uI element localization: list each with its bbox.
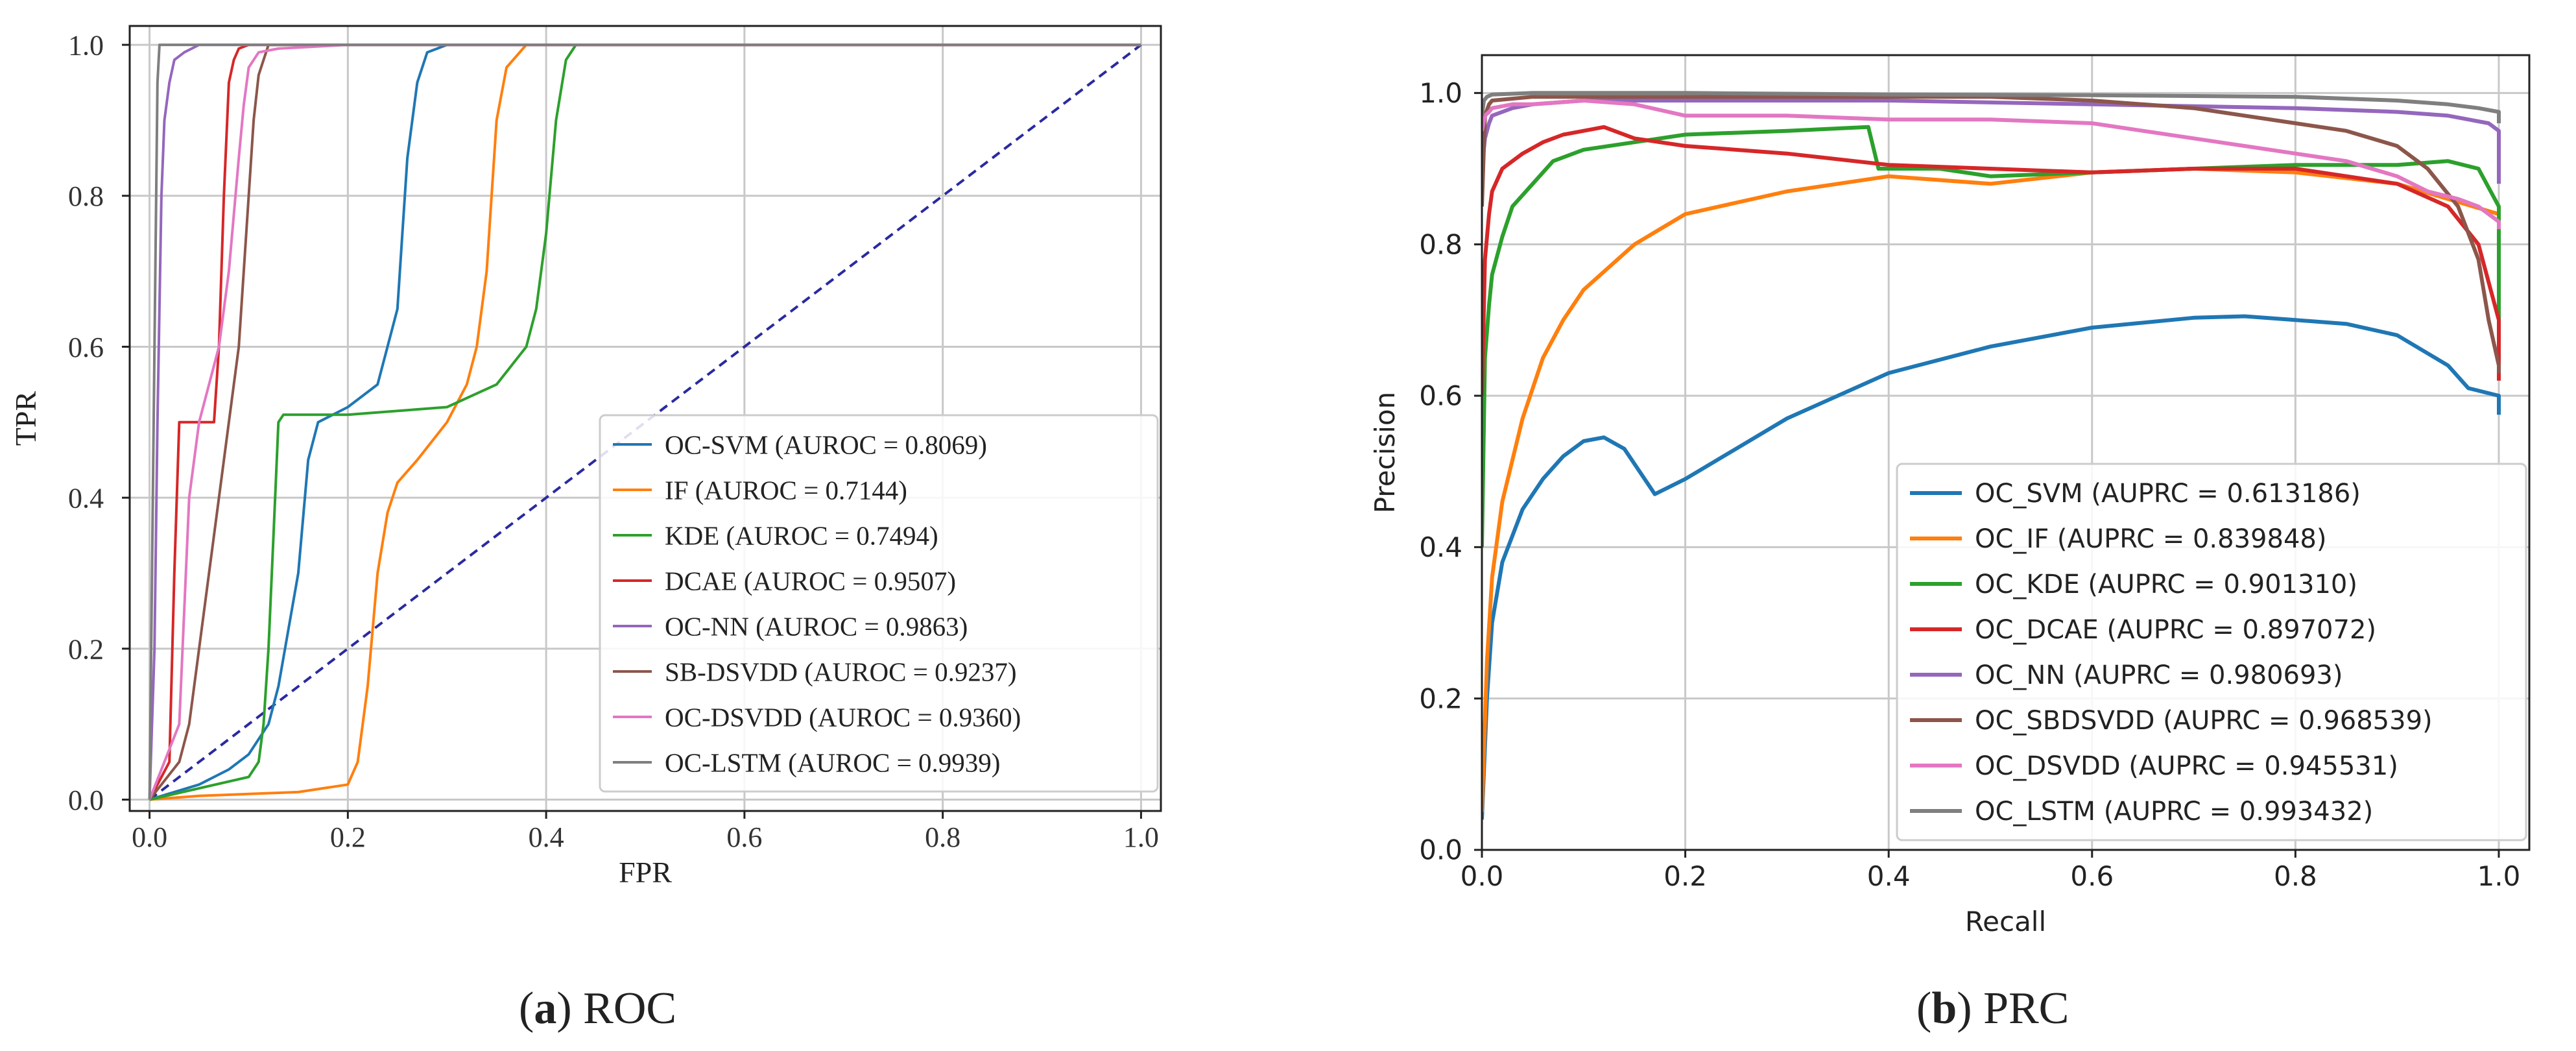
y-axis-label: TPR [9, 391, 42, 446]
caption-prc: (b) PRC [1916, 984, 2069, 1033]
caption-roc: (a) ROC [519, 984, 677, 1033]
axes-frame [128, 25, 1162, 812]
legend-box [1896, 463, 2527, 841]
legend-entry-label: IF (AUROC = 0.7144) [665, 475, 907, 505]
x-tick-label: 0.8 [2274, 860, 2317, 892]
y-tick-label: 0.0 [68, 784, 104, 816]
legend-entry-label: OC_KDE (AUPRC = 0.901310) [1975, 570, 2357, 599]
axes-frame [1481, 54, 2531, 851]
series-line-oc-dcae [1482, 125, 2501, 396]
legend-entry-label: OC-DSVDD (AUROC = 0.9360) [665, 702, 1021, 732]
legend: OC-SVM (AUROC = 0.8069) IF (AUROC = 0.714… [599, 414, 1159, 793]
y-tick-label: 0.8 [1419, 228, 1462, 260]
legend-entry-label: OC_SVM (AUPRC = 0.613186) [1975, 479, 2361, 509]
y-tick-label: 0.0 [1419, 834, 1462, 866]
series-line-if [149, 43, 1141, 801]
series-line-oc-nn [1482, 99, 2501, 184]
chart-roc: 0.0 0.2 0.4 0.6 0.8 1.0 0.0 0.2 0.4 0.6 0.8 1.0 FPR T… [9, 25, 1162, 889]
legend-entry-label: OC-SVM (AUROC = 0.8069) [665, 429, 987, 459]
y-tick-label: 0.6 [68, 332, 104, 363]
x-tick-label: 0.4 [529, 821, 564, 853]
y-tick-label: 0.6 [1419, 380, 1462, 412]
x-axis-label: Recall [1965, 906, 2046, 937]
x-axis-label: FPR [619, 856, 672, 889]
y-tick-label: 1.0 [1419, 77, 1462, 109]
series-line-sb-dsvdd [149, 43, 1141, 801]
legend-entry-label: DCAE (AUROC = 0.9507) [665, 566, 956, 596]
y-axis-label: Precision [1369, 392, 1401, 513]
y-tick-label: 0.2 [1419, 683, 1462, 714]
x-tick-label: 0.6 [2070, 860, 2114, 892]
legend-entry-label: OC-LSTM (AUROC = 0.9939) [665, 747, 1000, 777]
series-line-oc-kde [1482, 125, 2501, 548]
legend-entry-label: KDE (AUROC = 0.7494) [665, 520, 938, 550]
chart-prc: 0.0 0.2 0.4 0.6 0.8 1.0 0.0 0.2 0.4 0.6 0.8 1.0 Reca… [1369, 54, 2531, 937]
x-tick-label: 0.0 [1461, 860, 1504, 892]
x-tick-label: 0.0 [132, 821, 167, 853]
x-tick-label: 0.2 [330, 821, 366, 853]
series-line-oc-lstm [148, 43, 1141, 800]
x-tick-label: 1.0 [1123, 821, 1159, 853]
series-line-dcae [148, 43, 1141, 801]
x-tick-label: 0.8 [925, 821, 960, 853]
y-tick-label: 0.2 [68, 633, 104, 665]
legend-entry-label: OC_DCAE (AUPRC = 0.897072) [1975, 615, 2376, 645]
legend-entry-label: OC_IF (AUPRC = 0.839848) [1975, 524, 2326, 554]
x-tick-label: 0.4 [1867, 860, 1911, 892]
legend-entry-label: OC_NN (AUPRC = 0.980693) [1975, 660, 2343, 690]
legend-entry-label: OC_SBDSVDD (AUPRC = 0.968539) [1975, 706, 2433, 736]
y-tick-label: 1.0 [68, 29, 104, 61]
x-tick-label: 0.6 [726, 821, 762, 853]
legend-entry-label: OC-NN (AUROC = 0.9863) [665, 611, 968, 641]
legend-entry-label: OC_LSTM (AUPRC = 0.993432) [1975, 797, 2373, 827]
legend-entry-label: SB-DSVDD (AUROC = 0.9237) [665, 657, 1017, 686]
y-tick-label: 0.8 [68, 180, 104, 212]
x-tick-label: 0.2 [1664, 860, 1707, 892]
series-line-oc-svm [1482, 314, 2501, 820]
series-line-oc-dsvdd [148, 43, 1141, 801]
series-line-kde [149, 43, 1141, 801]
y-tick-label: 0.4 [1419, 531, 1462, 563]
legend-entry-label: OC_DSVDD (AUPRC = 0.945531) [1975, 751, 2398, 781]
legend: OC_SVM (AUPRC = 0.613186) OC_IF (AUPRC = … [1896, 463, 2527, 841]
series-line-oc-sbdsvdd [1482, 95, 2501, 373]
y-tick-label: 0.4 [68, 483, 104, 514]
legend-box [599, 414, 1159, 793]
plot-area [148, 43, 1142, 801]
x-tick-label: 1.0 [2477, 860, 2521, 892]
series-line-oc-dsvdd [1482, 99, 2501, 230]
series-line-oc-svm [149, 43, 1141, 801]
series-line-oc-lstm [1482, 91, 2501, 123]
plot-area [1482, 91, 2501, 820]
